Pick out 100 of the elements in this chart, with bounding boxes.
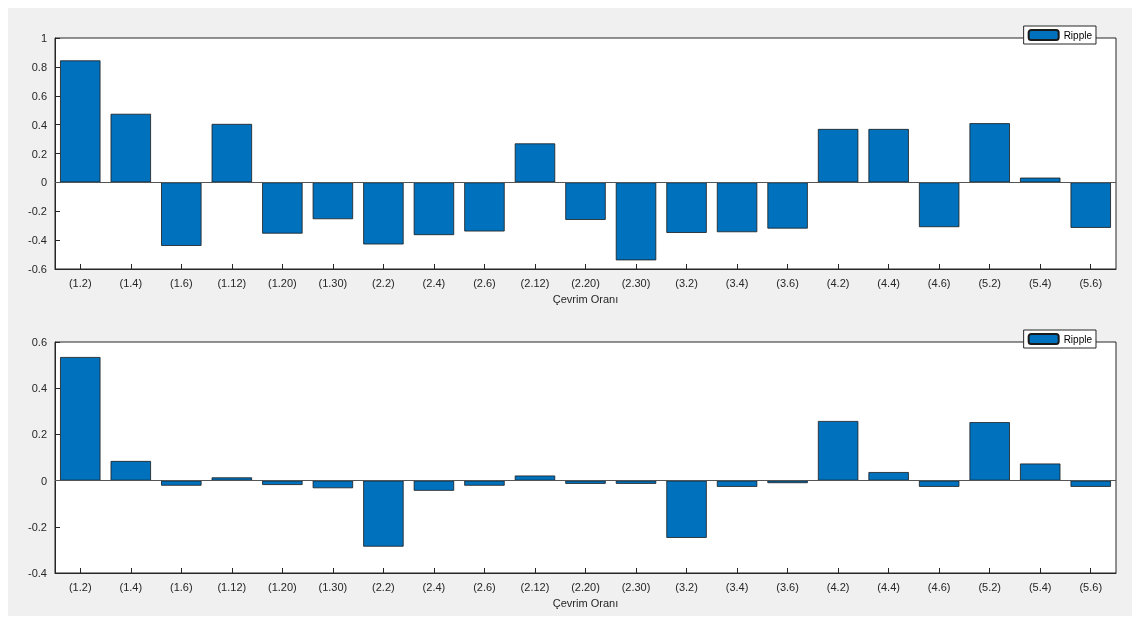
bar	[565, 480, 606, 484]
x-tick-label: (2.2)	[372, 580, 395, 593]
bar	[110, 460, 151, 481]
bar	[464, 182, 505, 232]
y-tick-label: 0.2	[31, 147, 47, 160]
x-axis-title: Çevrim Oranı	[552, 596, 619, 609]
bar	[565, 182, 606, 220]
x-tick-label: (2.12)	[520, 276, 550, 289]
x-tick-label: (4.4)	[877, 276, 900, 289]
x-tick-label: (3.6)	[776, 276, 799, 289]
bar	[413, 182, 455, 236]
bar	[363, 480, 404, 547]
x-tick-label: (1.4)	[119, 276, 143, 289]
bar	[1020, 177, 1061, 183]
y-tick-label: 0.2	[31, 428, 47, 441]
x-tick-label: (1.2)	[68, 276, 92, 289]
y-tick-label: -0.2	[28, 205, 47, 218]
bar	[110, 113, 151, 183]
bar	[666, 480, 707, 538]
bar	[262, 480, 303, 485]
bar	[211, 123, 253, 183]
bar	[615, 480, 657, 484]
bar	[161, 480, 202, 486]
bar	[918, 182, 960, 228]
x-tick-label: (2.20)	[571, 580, 600, 593]
bar	[413, 480, 455, 491]
y-tick-label: 0.6	[31, 89, 47, 102]
bar	[1020, 463, 1061, 481]
y-tick-label: -0.4	[28, 234, 47, 247]
y-tick-label: -0.4	[28, 567, 47, 579]
bar	[716, 480, 758, 487]
x-tick-label: (3.2)	[675, 580, 698, 593]
x-tick-label: (2.12)	[520, 580, 550, 593]
y-tick-label: 1	[40, 32, 47, 44]
x-tick-label: (1.12)	[217, 276, 247, 289]
y-tick-label: 0.6	[31, 336, 47, 348]
x-tick-label: (2.6)	[473, 580, 496, 593]
x-tick-label: (5.2)	[978, 580, 1001, 593]
y-tick-label: 0.8	[31, 60, 47, 73]
y-tick-label: 0.4	[31, 382, 47, 395]
x-tick-label: (3.4)	[725, 580, 749, 593]
bar	[514, 143, 556, 183]
x-tick-label: (5.2)	[978, 276, 1001, 289]
bar	[666, 182, 707, 233]
bar	[363, 182, 404, 245]
bar	[312, 480, 354, 489]
x-tick-label: (1.4)	[119, 580, 143, 593]
y-tick-label: 0	[40, 176, 47, 189]
bar	[312, 182, 354, 220]
x-tick-label: (1.30)	[318, 580, 348, 593]
x-tick-label: (2.4)	[422, 580, 446, 593]
x-tick-label: (5.4)	[1028, 580, 1052, 593]
x-tick-label: (1.6)	[170, 580, 193, 593]
x-tick-label: (1.30)	[318, 276, 348, 289]
x-tick-label: (2.4)	[422, 276, 446, 289]
bar	[716, 182, 758, 233]
y-tick-label: 0	[40, 474, 47, 487]
x-tick-label: (1.2)	[68, 580, 92, 593]
x-tick-label: (5.6)	[1079, 580, 1103, 593]
x-tick-label: (2.2)	[372, 276, 395, 289]
bar	[514, 475, 556, 481]
x-tick-label: (2.30)	[621, 276, 651, 289]
x-tick-label: (4.6)	[927, 580, 951, 593]
x-tick-label: (1.20)	[267, 580, 297, 593]
y-tick-label: -0.6	[28, 263, 47, 275]
bar	[767, 182, 808, 229]
bar	[868, 472, 909, 481]
x-tick-label: (4.2)	[826, 276, 850, 289]
bar	[817, 421, 859, 481]
x-tick-label: (2.6)	[473, 276, 496, 289]
bar	[969, 123, 1010, 183]
x-tick-label: (3.6)	[776, 580, 799, 593]
legend-label: Ripple	[1063, 29, 1093, 41]
x-tick-label: (4.2)	[826, 580, 850, 593]
x-axis-title: Çevrim Oranı	[552, 292, 619, 305]
bar	[1070, 480, 1111, 487]
bar	[1070, 182, 1111, 228]
bar	[817, 128, 859, 183]
x-tick-label: (3.2)	[675, 276, 698, 289]
y-tick-label: 0.4	[31, 118, 47, 131]
x-tick-label: (1.20)	[267, 276, 297, 289]
x-tick-label: (2.20)	[571, 276, 600, 289]
x-tick-label: (1.12)	[217, 580, 247, 593]
legend-label: Ripple	[1063, 333, 1093, 345]
x-tick-label: (2.30)	[621, 580, 651, 593]
x-tick-label: (3.4)	[725, 276, 749, 289]
x-tick-label: (4.4)	[877, 580, 900, 593]
x-tick-label: (4.6)	[927, 276, 951, 289]
x-tick-label: (5.6)	[1079, 276, 1103, 289]
bar	[969, 422, 1010, 481]
bar	[211, 477, 253, 481]
bar	[464, 480, 505, 486]
bar	[615, 182, 657, 261]
x-tick-label: (1.6)	[170, 276, 193, 289]
bar	[918, 480, 960, 487]
bar	[868, 128, 909, 183]
bar	[262, 182, 303, 234]
x-tick-label: (5.4)	[1028, 276, 1052, 289]
y-tick-label: -0.2	[28, 520, 47, 533]
bar	[161, 182, 202, 246]
